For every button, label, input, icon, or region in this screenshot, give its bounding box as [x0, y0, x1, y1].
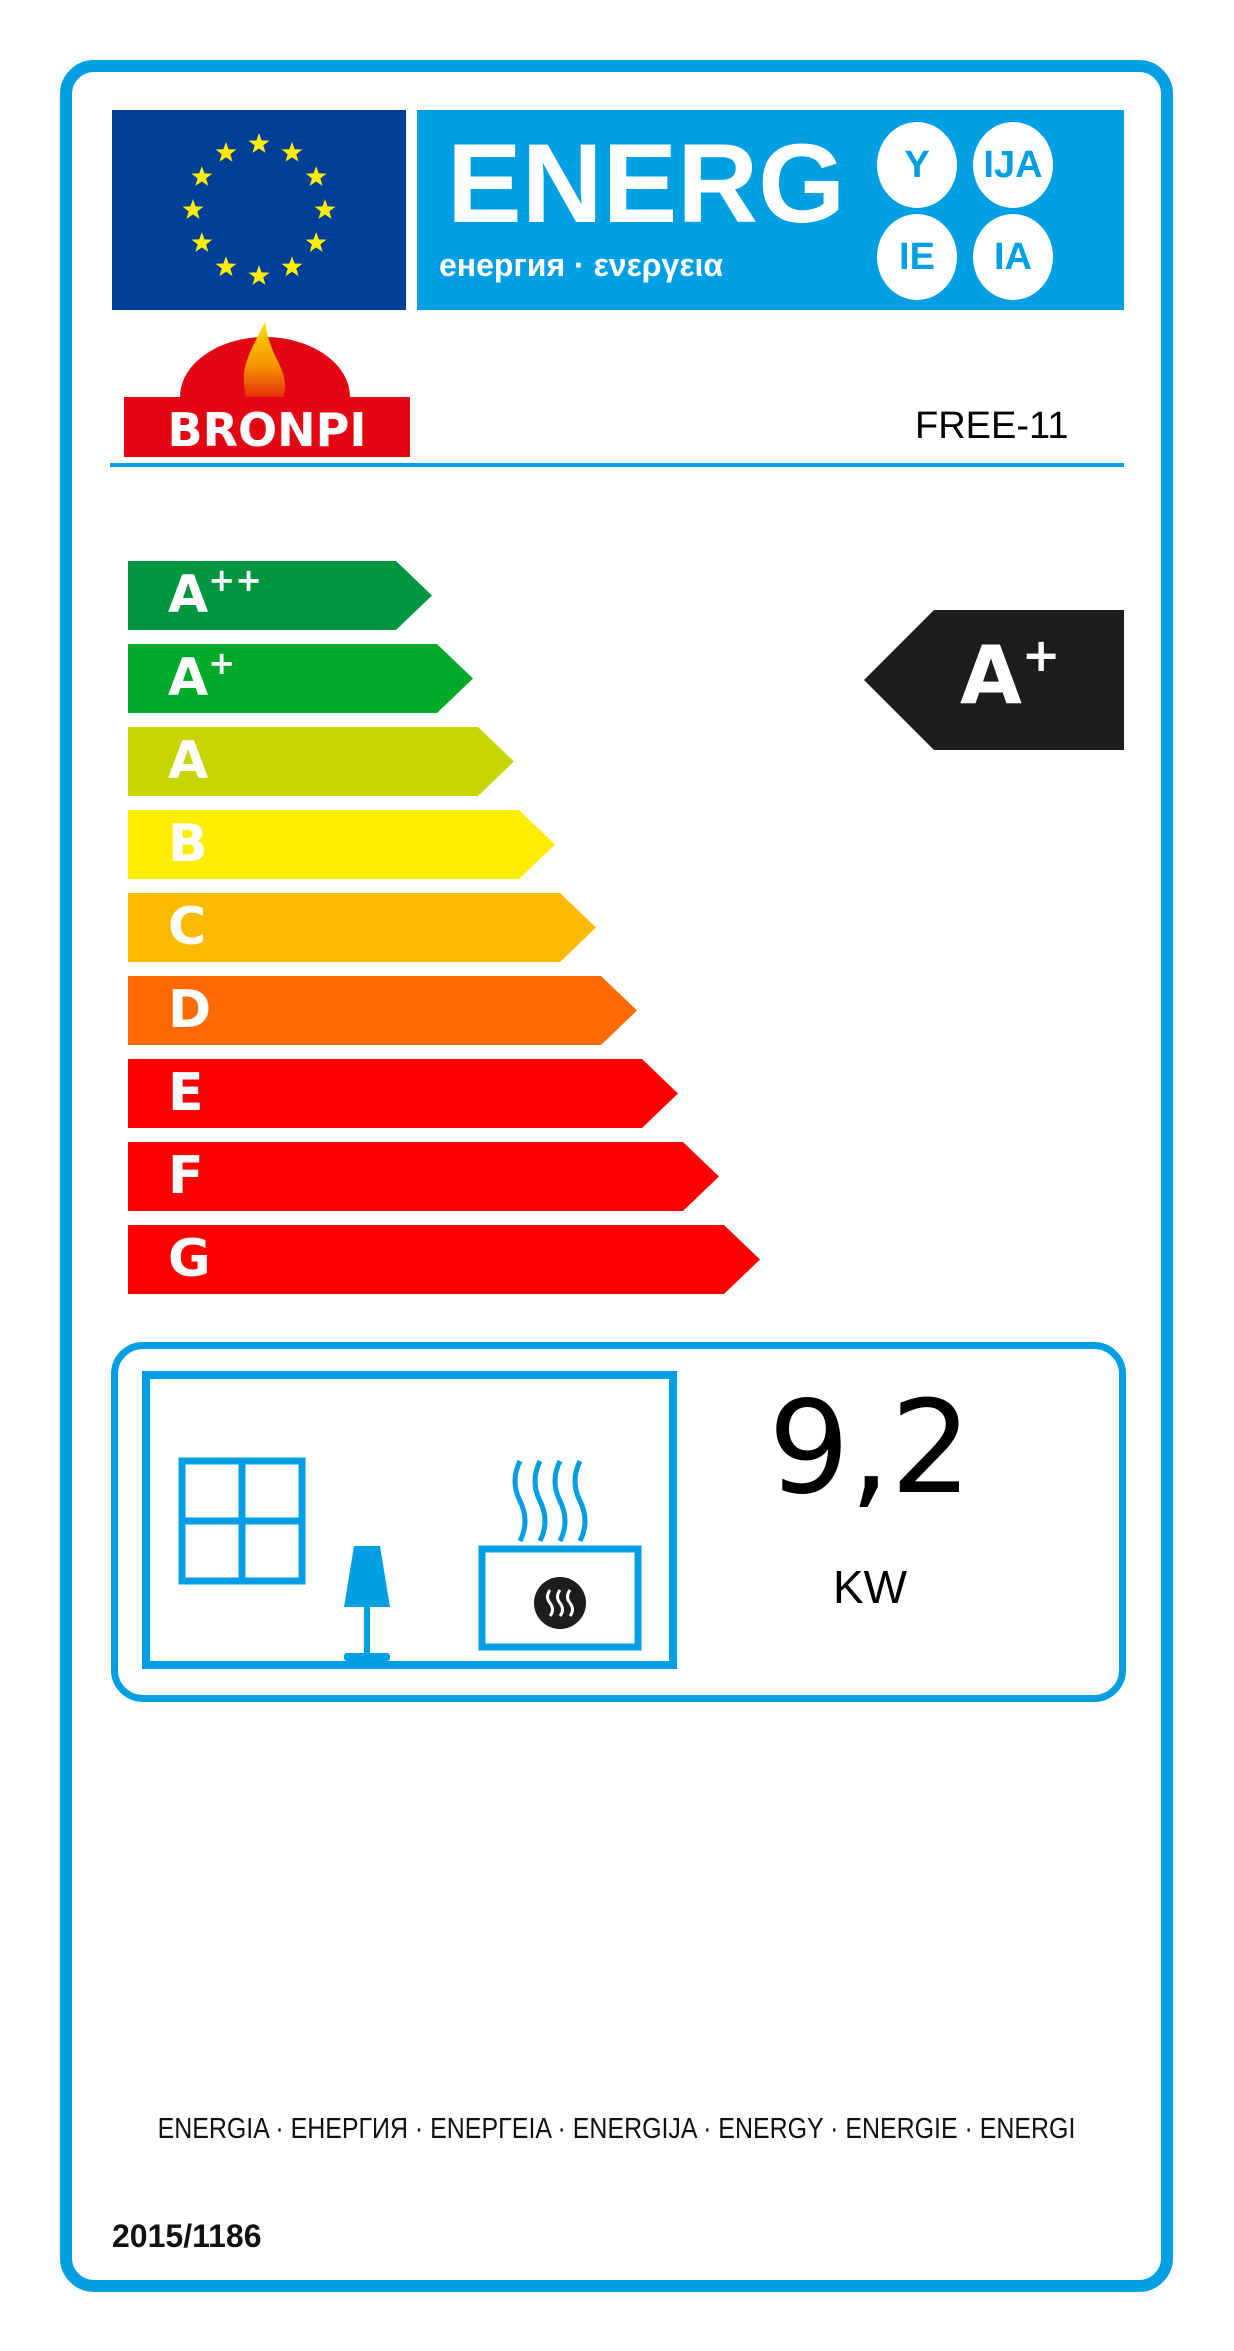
efficiency-class-c: C [128, 893, 600, 962]
efficiency-class-b: B [128, 810, 559, 879]
efficiency-class-app: A++ [128, 561, 436, 630]
rating-label: A+ [960, 628, 1061, 722]
class-label: G [168, 1229, 211, 1289]
suffix-circle: Y [877, 122, 957, 208]
eu-stars-icon [182, 133, 336, 285]
efficiency-class-ap: A+ [128, 644, 477, 713]
class-label: C [168, 897, 207, 957]
star-icon [248, 265, 270, 285]
energy-languages: ENERGIA · ЕНЕРГИЯ · ΕΝΕΡΓΕΙΑ · ENERGIJA … [157, 2113, 1076, 2145]
lamp-icon [344, 1546, 390, 1661]
energy-subtitle: енергия · ενεργεια [439, 247, 724, 283]
star-icon [305, 232, 327, 252]
class-label: E [168, 1063, 204, 1123]
window-icon [178, 1457, 306, 1585]
suffix-circle: IE [877, 214, 957, 300]
output-panel [111, 1342, 1126, 1702]
star-icon [215, 141, 237, 162]
efficiency-class-a: A [128, 727, 518, 796]
efficiency-class-d: D [128, 976, 641, 1045]
star-icon [182, 199, 204, 219]
class-label: A+ [168, 644, 236, 708]
divider [110, 463, 1124, 467]
label-frame [60, 60, 1173, 2292]
class-label: A++ [168, 561, 262, 625]
room-heating-pictogram [142, 1371, 678, 1676]
star-icon [248, 133, 270, 153]
model-name: FREE-11 [915, 405, 1069, 447]
energy-banner: ENERG енергия · ενεργεια Y IJA IE IA [417, 110, 1124, 310]
brand-name: BRONPI [168, 403, 367, 457]
class-label: D [168, 980, 212, 1040]
star-icon [215, 256, 237, 277]
eu-flag [112, 110, 406, 310]
brand-logo: BRONPI [120, 322, 410, 457]
regulation-number: 2015/1186 [112, 2218, 262, 2254]
rating-arrow: A+ [864, 610, 1124, 750]
star-icon [305, 166, 327, 186]
class-label: A [168, 731, 209, 791]
star-icon [191, 232, 213, 252]
suffix-circle: IA [973, 214, 1053, 300]
class-label: F [168, 1146, 204, 1206]
heater-icon [512, 1459, 588, 1543]
class-label: B [168, 814, 208, 874]
heat-output-unit: KW [832, 1561, 908, 1613]
suffix-circle: IJA [973, 122, 1053, 208]
star-icon [191, 166, 213, 186]
heat-output-value: 9,2 [768, 1374, 972, 1523]
star-icon [314, 199, 336, 219]
efficiency-class-f: F [128, 1142, 723, 1211]
energy-word: ENERG [447, 121, 846, 246]
efficiency-class-e: E [128, 1059, 682, 1128]
star-icon [281, 256, 303, 277]
efficiency-class-g: G [128, 1225, 764, 1294]
star-icon [281, 141, 303, 162]
heater-body [478, 1545, 648, 1660]
flame-logo-icon: BRONPI [124, 322, 410, 457]
